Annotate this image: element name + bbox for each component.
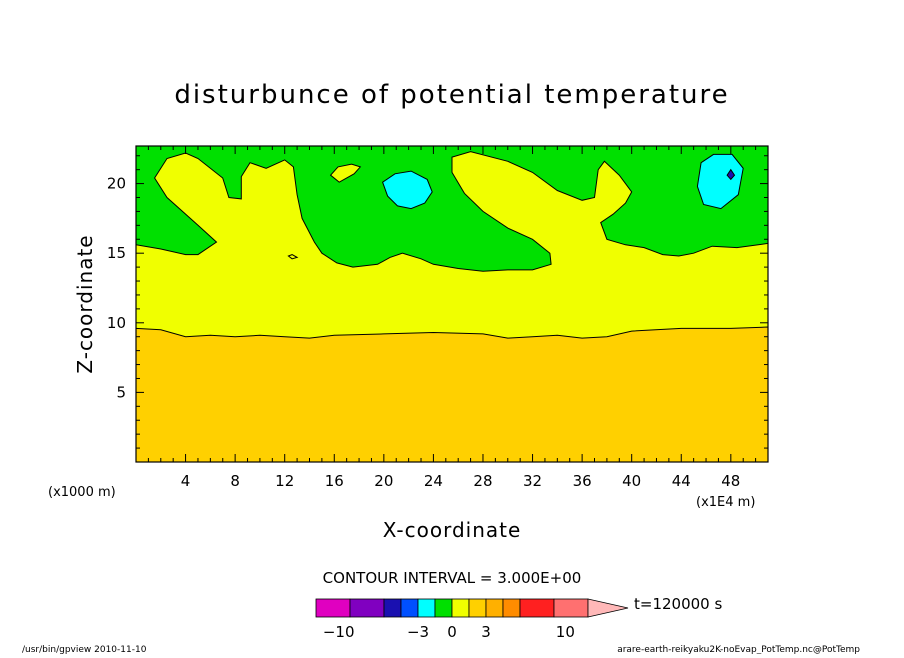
cold-cell-b: [696, 153, 744, 210]
warm-island: [329, 163, 362, 183]
colorbar-bin: [315, 598, 351, 618]
region-above-3: [136, 326, 768, 462]
x-unit-left-label: (x1000 m): [48, 485, 116, 500]
x-tick-label: 28: [473, 472, 492, 490]
footer-left: /usr/bin/gpview 2010-11-10: [22, 645, 147, 654]
x-axis-label: X-coordinate: [383, 518, 522, 542]
colorbar-bin: [468, 598, 487, 618]
colorbar-label: −10: [323, 623, 355, 641]
x-tick-label: 4: [181, 472, 191, 490]
x-tick-label: 16: [325, 472, 344, 490]
x-tick-label: 40: [622, 472, 641, 490]
colorbar-bin: [502, 598, 521, 618]
x-tick-label: 44: [672, 472, 691, 490]
cold-core: [726, 168, 736, 181]
colorbar-labels: −10 −3 0 3 10: [323, 623, 575, 641]
plot-frame: [135, 145, 769, 463]
x-tick-label: 36: [573, 472, 592, 490]
plot-border: [135, 145, 769, 463]
y-tick-label: 10: [107, 314, 126, 332]
x-tick-label: 32: [523, 472, 542, 490]
footer-right: arare-earth-reikyaku2K-noEvap_PotTemp.nc…: [617, 645, 860, 654]
warm-blob: [287, 254, 299, 260]
colorbar-bin: [519, 598, 555, 618]
colorbar-overflow-arrow: [587, 598, 629, 618]
y-axis-ticks: 5 10 15 20: [107, 155, 768, 449]
cold-cell-a: [381, 170, 433, 210]
time-label: t=120000 s: [634, 595, 722, 613]
colorbar-label: 10: [556, 623, 575, 641]
colorbar-bin: [349, 598, 385, 618]
colorbar: [315, 598, 629, 618]
contour-field: [136, 146, 768, 462]
x-tick-label: 24: [424, 472, 443, 490]
x-tick-label: 12: [275, 472, 294, 490]
colorbar-bin: [434, 598, 453, 618]
colorbar-label: 3: [481, 623, 491, 641]
x-axis-ticks: 4 8 12 16 20 24 28 32 36 40 44 48: [147, 146, 757, 490]
x-tick-label: 20: [374, 472, 393, 490]
colorbar-label: −3: [407, 623, 429, 641]
colorbar-label: 0: [447, 623, 457, 641]
colorbar-bin: [417, 598, 436, 618]
chart-title: disturbunce of potential temperature: [174, 80, 729, 110]
x-tick-label: 48: [721, 472, 740, 490]
y-tick-label: 5: [116, 383, 126, 401]
colorbar-bin: [485, 598, 504, 618]
x-tick-label: 8: [230, 472, 240, 490]
colorbar-bin: [451, 598, 470, 618]
colorbar-bin: [400, 598, 419, 618]
colorbar-bin: [383, 598, 402, 618]
colorbar-bin: [553, 598, 589, 618]
contour-interval-label: CONTOUR INTERVAL = 3.000E+00: [323, 569, 582, 587]
x-unit-right-label: (x1E4 m): [696, 495, 755, 510]
y-axis-label: Z-coordinate: [73, 234, 97, 373]
y-tick-label: 20: [107, 175, 126, 193]
y-tick-label: 15: [107, 244, 126, 262]
